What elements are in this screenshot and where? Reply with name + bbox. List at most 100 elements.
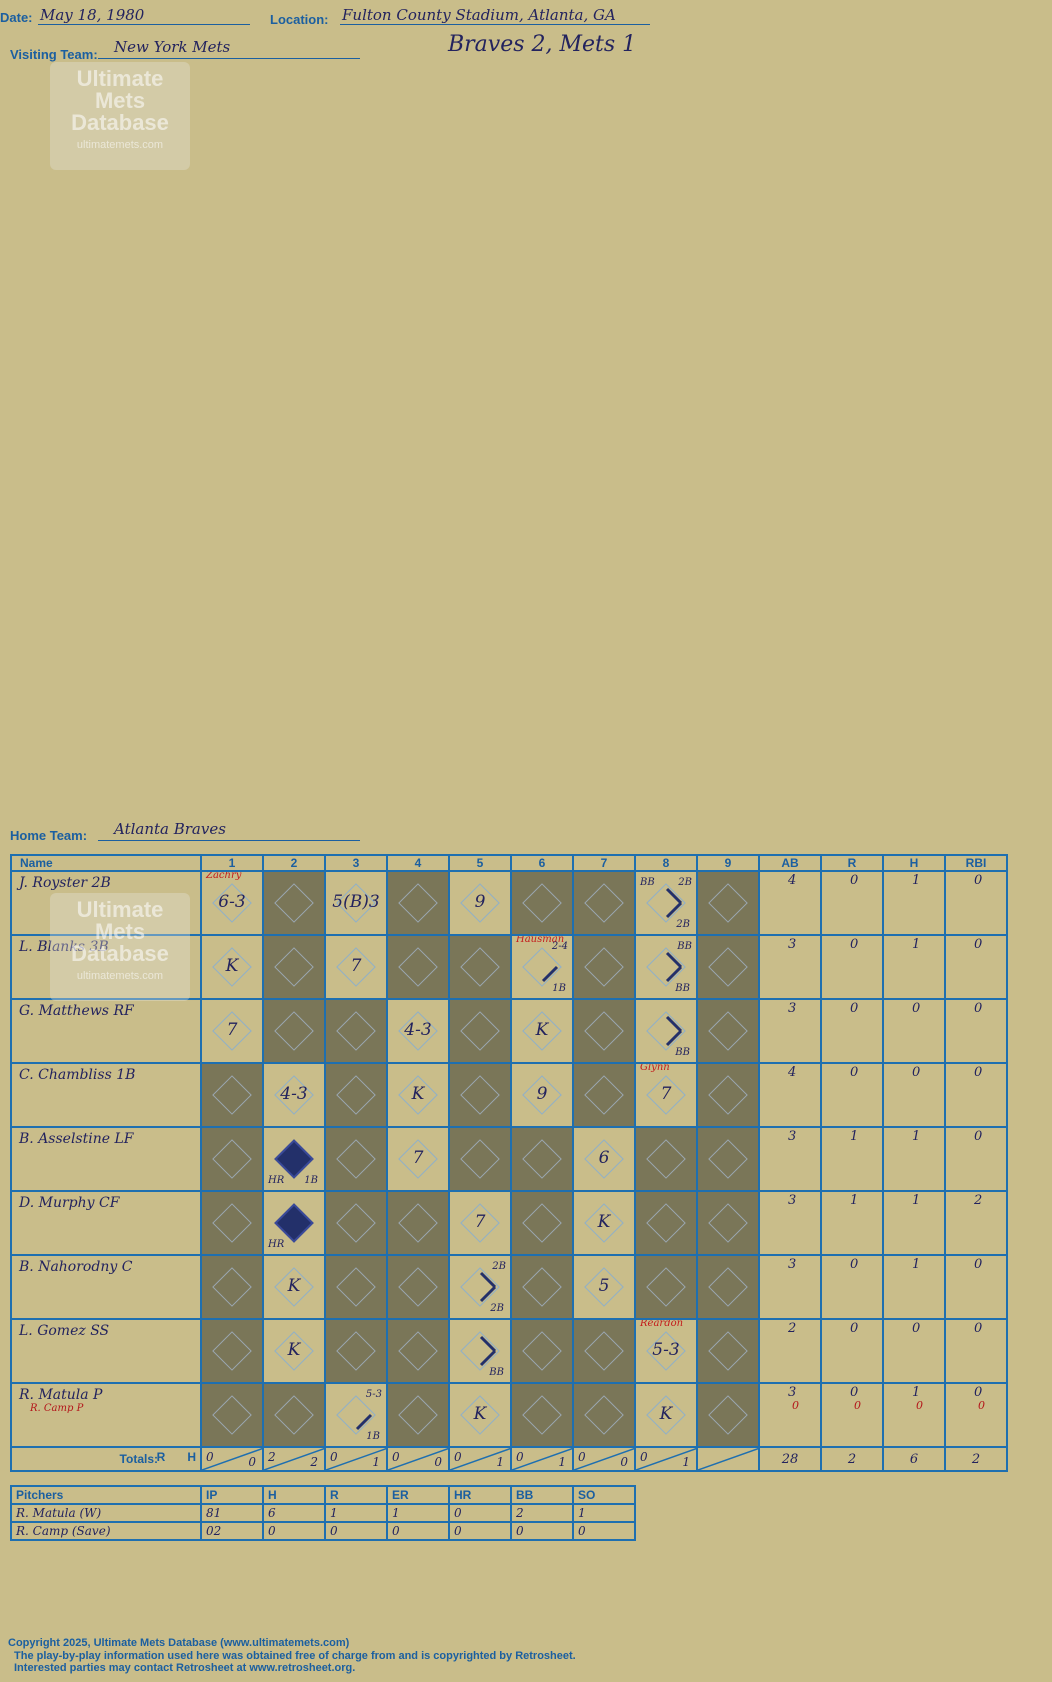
base-diamond [708, 1395, 748, 1435]
inning-cell: BB [448, 1318, 512, 1384]
play-result: K [473, 1404, 487, 1424]
date-underline [38, 24, 250, 25]
inning-cell: 7 [386, 1126, 450, 1192]
base-diamond [212, 1203, 252, 1243]
hit-label: 1B [552, 983, 566, 994]
pitcher-col-header: BB [510, 1485, 574, 1505]
batter-stat-rbi: 0 [944, 934, 1008, 1000]
pitcher-col-header: ER [386, 1485, 450, 1505]
base-diamond [522, 1267, 562, 1307]
score-title: Braves 2, Mets 1 [448, 32, 637, 57]
inning-cell [696, 1126, 760, 1192]
base-diamond [274, 1139, 314, 1179]
inning-hits: 1 [558, 1455, 566, 1469]
col-header-4: 4 [386, 854, 450, 872]
stat-value: 4 [788, 873, 797, 888]
inning-runs: 0 [578, 1450, 586, 1464]
batter-stat-ab: 4 [758, 870, 822, 936]
base-diamond [274, 1203, 314, 1243]
batter-row: B. Asselstine LF HR 1B 7 6 3 1 1 0 [10, 1126, 1008, 1192]
pitcher-stat: 0 [262, 1521, 326, 1541]
stat-value: 3 [788, 1193, 797, 1208]
hit-path-mark [665, 951, 683, 983]
stat-value: 0 [850, 873, 859, 888]
total-divider [389, 1449, 447, 1469]
inning-cell [696, 934, 760, 1000]
batter-row: D. Murphy CF HR 7 K 3 1 1 2 [10, 1190, 1008, 1256]
stat-value: 0 [974, 1065, 983, 1080]
base-diamond [398, 1203, 438, 1243]
stat-value: 0 [912, 1065, 921, 1080]
play-result: 7 [412, 1148, 424, 1168]
base-diamond [336, 1011, 376, 1051]
pitcher-stat: 1 [572, 1503, 636, 1523]
inning-cell: 2B BB 2B [634, 870, 698, 936]
col-header-h: H [882, 854, 946, 872]
base-diamond [212, 1267, 252, 1307]
inning-cell [696, 870, 760, 936]
home-pitchers-table: Pitchers IP H R ER HR BB SO R. Matula (W) 81 6 1 1 0 2… [10, 1485, 636, 1541]
base-diamond [522, 1395, 562, 1435]
stat-value: 0 [912, 1001, 921, 1016]
stat-value: 0 [916, 1399, 923, 1412]
inning-cell: HR [262, 1190, 326, 1256]
play-result: K [225, 956, 239, 976]
play-note-top-right: 5-3 [365, 1389, 382, 1400]
batter-stat-rbi: 0 [944, 998, 1008, 1064]
col-header-rbi: RBI [944, 854, 1008, 872]
pitcher-name: R. Matula (W) [10, 1503, 202, 1523]
hit-label: 2B [676, 919, 690, 930]
inning-runs: 0 [640, 1450, 648, 1464]
base-diamond [522, 883, 562, 923]
inning-cell [696, 998, 760, 1064]
base-diamond [398, 947, 438, 987]
stat-value: 1 [912, 937, 921, 952]
location-underline [340, 24, 650, 25]
batter-name-cell: B. Nahorodny C [10, 1254, 202, 1320]
base-diamond [398, 883, 438, 923]
pitcher-stat: 0 [448, 1521, 512, 1541]
batter-stat-rbi: 2 [944, 1190, 1008, 1256]
pitcher-row: R. Matula (W) 81 6 1 1 0 2 1 [10, 1503, 636, 1523]
batter-name: D. Murphy CF [19, 1195, 120, 1211]
batter-name-cell: D. Murphy CF [10, 1190, 202, 1256]
batter-name-cell: C. Chambliss 1B [10, 1062, 202, 1128]
inning-cell [386, 1190, 450, 1256]
stat-value: 0 [850, 937, 859, 952]
base-diamond [460, 947, 500, 987]
inning-cell [262, 934, 326, 1000]
hits-legend: H [187, 1450, 196, 1464]
play-result: 9 [536, 1084, 548, 1104]
stat-value: 0 [850, 1001, 859, 1016]
total-divider [451, 1449, 509, 1469]
runs-legend: R [156, 1450, 166, 1464]
base-diamond [584, 947, 624, 987]
base-diamond [398, 1395, 438, 1435]
stat-value: 0 [792, 1399, 799, 1412]
watermark-logo: Ultimate Mets Database ultimatemets.com [50, 62, 190, 170]
batter-name-cell: B. Asselstine LF [10, 1126, 202, 1192]
batter-name: B. Nahorodny C [19, 1259, 133, 1275]
inning-cell [200, 1062, 264, 1128]
total-stat-rbi: 2 [944, 1446, 1008, 1472]
batter-name-cell: L. Gomez SS [10, 1318, 202, 1384]
inning-cell [262, 998, 326, 1064]
pitcher-stat: 81 [200, 1503, 264, 1523]
batter-stat-ab: 4 [758, 1062, 822, 1128]
inning-cell: K [634, 1382, 698, 1448]
inning-cell [572, 998, 636, 1064]
inning-runs: 0 [392, 1450, 400, 1464]
batter-stat-ab: 3 [758, 1126, 822, 1192]
stat-value: 0 [850, 1257, 859, 1272]
inning-cell [572, 934, 636, 1000]
batter-stat-rbi: 0 [944, 1126, 1008, 1192]
base-diamond [336, 1267, 376, 1307]
inning-cell: 5 [572, 1254, 636, 1320]
inning-cell: 6 [572, 1126, 636, 1192]
stat-value: 1 [912, 1385, 921, 1400]
inning-cell [200, 1318, 264, 1384]
batter-stat-r: 0 [820, 1062, 884, 1128]
play-note-top-right: BB [677, 941, 692, 952]
